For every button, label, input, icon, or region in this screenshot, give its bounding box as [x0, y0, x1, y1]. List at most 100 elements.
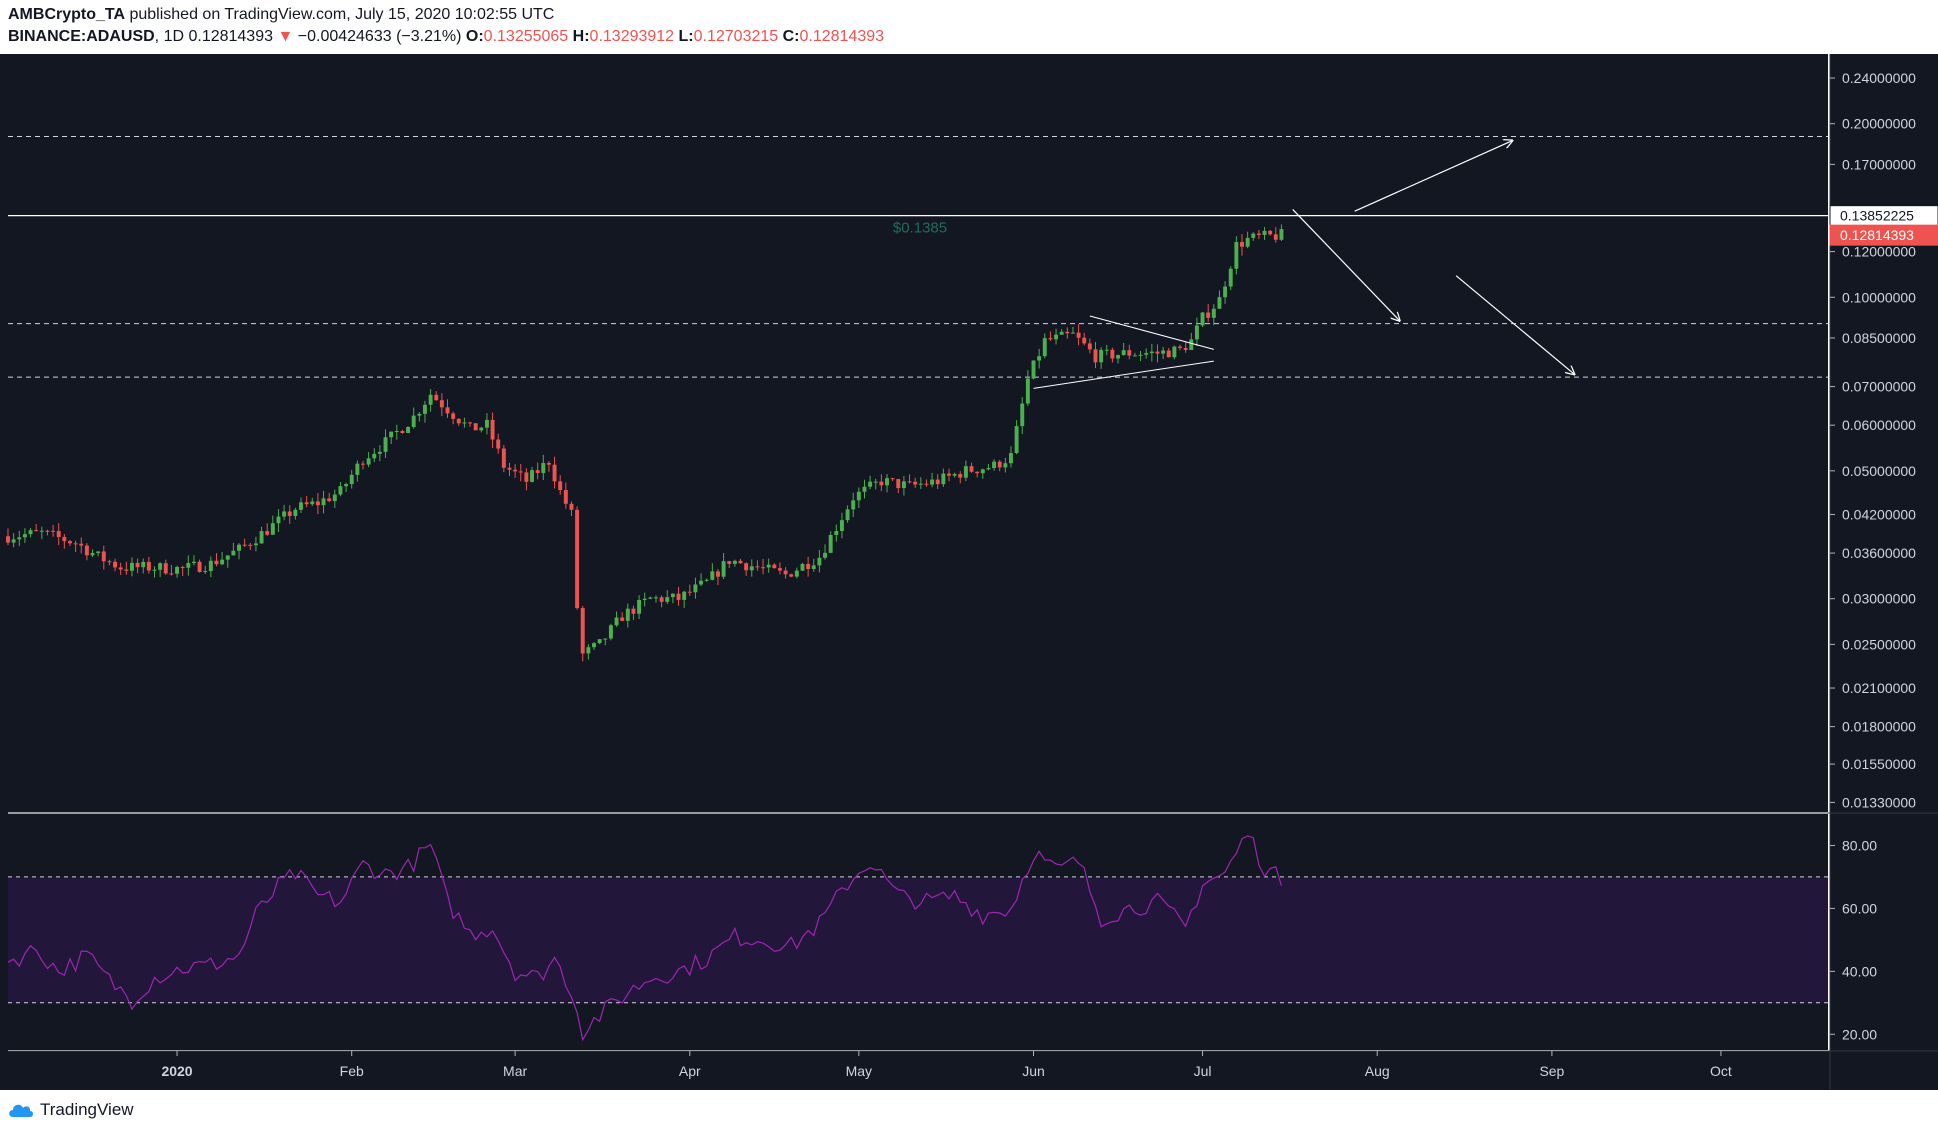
price-tick-label: 0.06000000 [1842, 417, 1916, 433]
time-tick-label: Jul [1194, 1063, 1212, 1079]
triangle-lower-line [1033, 360, 1214, 389]
candle-body [366, 458, 371, 465]
candle-body [68, 541, 72, 544]
candle-body [603, 638, 608, 640]
author-name[interactable]: AMBCrypto_TA [8, 6, 126, 23]
candle-body [620, 617, 625, 621]
candle-body [1172, 346, 1177, 358]
candle-body [34, 530, 39, 532]
rsi-line [7, 835, 1282, 1042]
candle-body [642, 598, 647, 601]
candle-body [868, 481, 873, 487]
candle-body [665, 597, 670, 602]
candle-body [1048, 338, 1053, 340]
candle-body [975, 471, 980, 474]
candle-body [389, 431, 394, 438]
candle-body [1121, 350, 1126, 356]
candle-body [1116, 355, 1121, 359]
candle-body [344, 484, 349, 487]
candle-body [411, 415, 416, 428]
price-tick-label: 0.04200000 [1842, 506, 1916, 522]
candle-body [761, 567, 766, 569]
candle-body [935, 479, 940, 485]
candle-body [428, 394, 433, 405]
candle-body [1037, 356, 1042, 361]
candle-body [394, 430, 399, 432]
candle-body [1093, 349, 1098, 363]
candle-body [890, 478, 895, 480]
candle-body [299, 502, 303, 510]
candle-body [1110, 349, 1115, 359]
candle-body [1104, 349, 1109, 351]
triangle-upper-line [1089, 315, 1214, 350]
candle-body [546, 463, 551, 465]
projection-arrow [1455, 275, 1574, 375]
symbol-name[interactable]: BINANCE:ADAUSD [8, 28, 155, 45]
candle-body [1279, 229, 1284, 240]
low-value: 0.12703215 [693, 28, 779, 45]
candle-body [834, 531, 839, 536]
candle-body [586, 647, 591, 654]
resistance-label: $0.1385 [893, 220, 947, 237]
candle-body [901, 481, 906, 489]
candle-body [248, 544, 253, 546]
candle-body [721, 561, 726, 577]
candle-body [203, 571, 208, 573]
candle-body [738, 560, 743, 564]
candle-body [135, 562, 140, 568]
candle-body [552, 464, 557, 482]
candle-body [73, 543, 78, 545]
candle-body [659, 597, 664, 602]
brand-name: TradingView [40, 1100, 134, 1119]
candle-body [180, 566, 185, 568]
candle-body [107, 561, 112, 563]
candle-body [377, 451, 382, 454]
candle-body [575, 509, 580, 609]
candle-body [637, 600, 642, 614]
candle-body [670, 593, 675, 598]
candle-body [772, 564, 777, 569]
candle-body [383, 437, 388, 452]
candle-body [704, 579, 709, 581]
open-label: O: [465, 28, 484, 45]
candle-body [1127, 350, 1132, 356]
candle-body [293, 509, 298, 517]
tradingview-logo[interactable]: TradingView [8, 1100, 134, 1120]
candle-body [687, 591, 692, 593]
candle-body [896, 479, 901, 489]
candle-body [1087, 343, 1092, 350]
candle-body [473, 423, 478, 431]
interval-text: , 1D [154, 28, 189, 45]
candle-body [580, 608, 585, 654]
candle-body [118, 567, 123, 570]
candle-body [749, 566, 754, 571]
chart-canvas[interactable]: 0.24000000 0.20000000 0.17000000 0.12000000… [0, 54, 1938, 1090]
last-price: 0.12814393 [188, 28, 273, 45]
candle-body [1228, 268, 1233, 287]
candle-body [451, 413, 456, 419]
candle-body [980, 469, 985, 474]
chart-header: AMBCrypto_TA published on TradingView.co… [0, 0, 1938, 54]
time-tick-label: Oct [1710, 1063, 1732, 1079]
candle-body [84, 545, 89, 556]
candle-body [1042, 338, 1047, 357]
candle-body [806, 563, 811, 569]
candle-body [1194, 325, 1199, 340]
candle-body [434, 394, 439, 401]
candle-body [169, 573, 174, 575]
candle-body [530, 470, 534, 482]
price-pane [8, 54, 1828, 812]
time-tick-label: 2020 [161, 1063, 192, 1079]
candle-body [197, 561, 202, 572]
candle-body [315, 501, 320, 506]
candle-body [811, 565, 816, 569]
candle-body [699, 580, 704, 585]
candle-body [558, 481, 563, 491]
candle-body [744, 563, 749, 571]
price-tick-label: 0.01550000 [1842, 756, 1916, 772]
candle-body [535, 470, 540, 473]
candle-body [282, 511, 287, 517]
price-tag-box [1829, 224, 1938, 246]
candle-body [766, 564, 771, 568]
candle-body [918, 483, 923, 485]
